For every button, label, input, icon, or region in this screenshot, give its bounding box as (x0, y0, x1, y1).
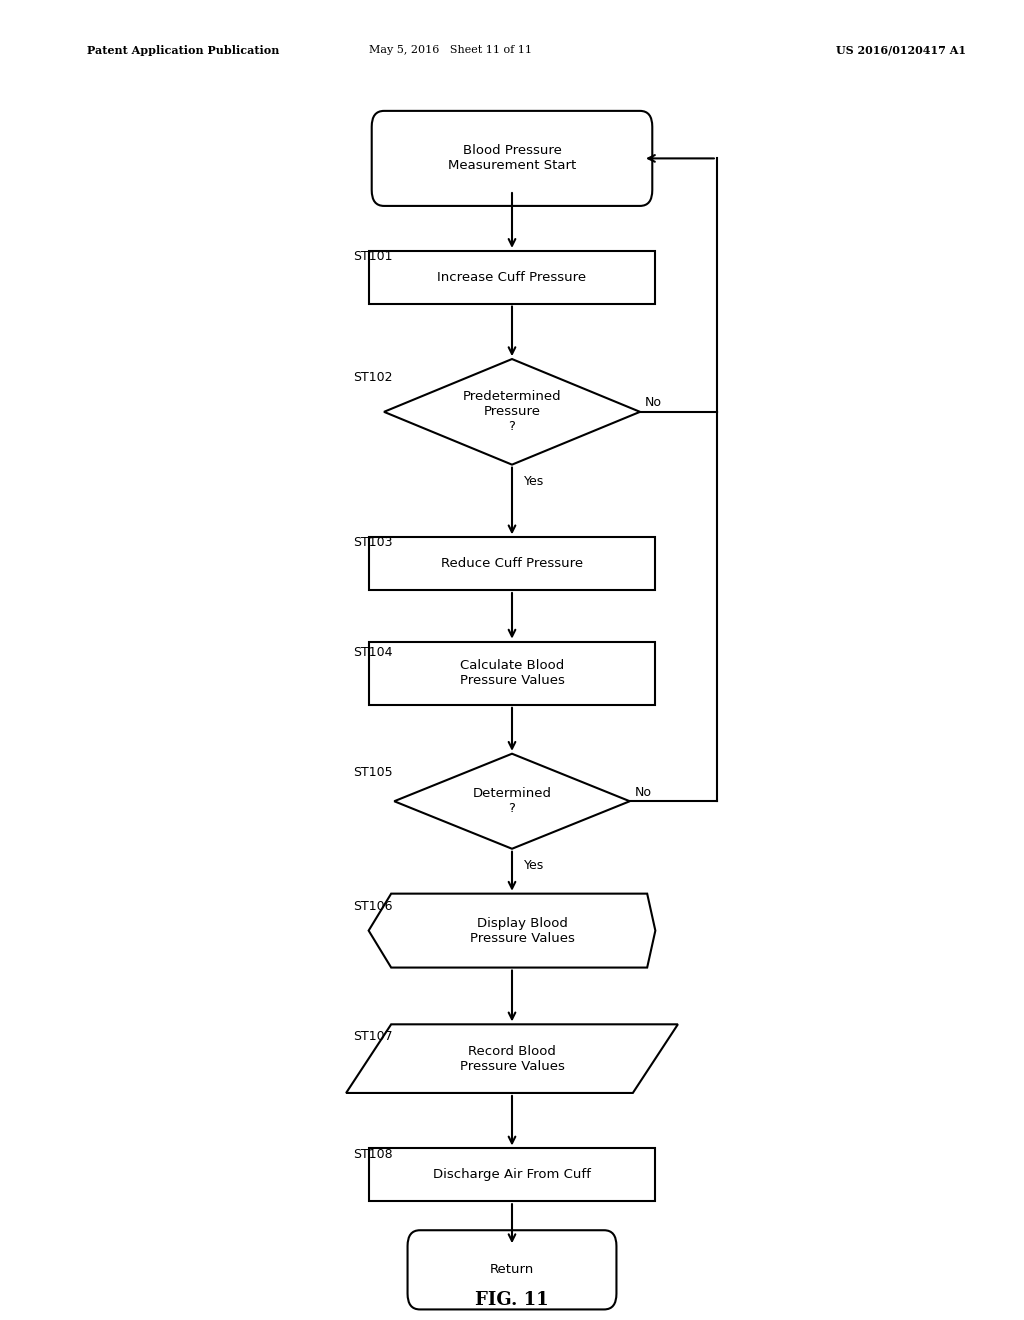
Text: Discharge Air From Cuff: Discharge Air From Cuff (433, 1168, 591, 1181)
Text: Predetermined
Pressure
?: Predetermined Pressure ? (463, 391, 561, 433)
Text: ST102: ST102 (353, 371, 393, 384)
Text: No: No (645, 396, 663, 409)
Text: Display Blood
Pressure Values: Display Blood Pressure Values (470, 916, 574, 945)
Text: Return: Return (489, 1263, 535, 1276)
Polygon shape (384, 359, 640, 465)
Text: Blood Pressure
Measurement Start: Blood Pressure Measurement Start (447, 144, 577, 173)
Text: Reduce Cuff Pressure: Reduce Cuff Pressure (441, 557, 583, 570)
Text: ST105: ST105 (353, 766, 393, 779)
Polygon shape (394, 754, 630, 849)
Text: Calculate Blood
Pressure Values: Calculate Blood Pressure Values (460, 659, 564, 688)
Text: Patent Application Publication: Patent Application Publication (87, 45, 280, 55)
FancyBboxPatch shape (372, 111, 652, 206)
Bar (369, 251, 655, 304)
Text: US 2016/0120417 A1: US 2016/0120417 A1 (837, 45, 966, 55)
Text: Yes: Yes (524, 475, 545, 488)
Text: Determined
?: Determined ? (472, 787, 552, 816)
Text: ST101: ST101 (353, 249, 393, 263)
Text: FIG. 11: FIG. 11 (475, 1291, 549, 1309)
Bar (369, 642, 655, 705)
Bar (369, 1148, 655, 1201)
Polygon shape (369, 894, 655, 968)
Text: May 5, 2016   Sheet 11 of 11: May 5, 2016 Sheet 11 of 11 (369, 45, 532, 55)
Text: ST107: ST107 (353, 1030, 393, 1043)
Text: ST104: ST104 (353, 645, 393, 659)
Text: Record Blood
Pressure Values: Record Blood Pressure Values (460, 1044, 564, 1073)
Text: Yes: Yes (524, 859, 545, 873)
FancyBboxPatch shape (408, 1230, 616, 1309)
Polygon shape (346, 1024, 678, 1093)
Text: ST106: ST106 (353, 900, 393, 913)
Bar (369, 537, 655, 590)
Text: ST103: ST103 (353, 536, 393, 549)
Text: No: No (635, 785, 652, 799)
Text: Increase Cuff Pressure: Increase Cuff Pressure (437, 271, 587, 284)
Text: ST108: ST108 (353, 1148, 393, 1162)
